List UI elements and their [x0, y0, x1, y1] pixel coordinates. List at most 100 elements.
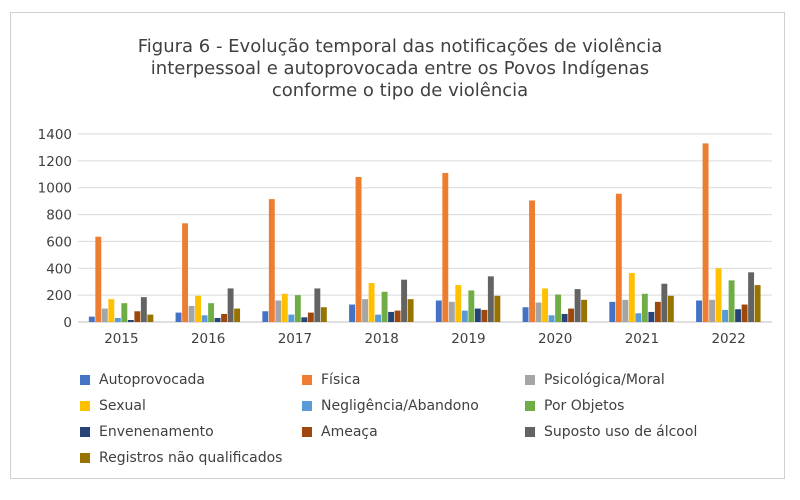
bar — [487, 276, 494, 322]
bar — [709, 299, 716, 322]
bar — [175, 312, 182, 322]
bar — [401, 279, 408, 322]
x-tick-label: 2015 — [104, 331, 138, 347]
legend-label: Sexual — [99, 398, 146, 414]
bar — [388, 311, 395, 322]
bar — [581, 299, 588, 322]
bar — [435, 300, 442, 322]
bar — [615, 193, 622, 322]
bar — [314, 288, 321, 322]
bar — [262, 311, 269, 322]
bar — [448, 301, 455, 322]
bar — [121, 303, 128, 322]
bar — [654, 301, 661, 322]
bar — [461, 310, 468, 322]
bar — [208, 303, 215, 322]
bar — [381, 291, 388, 322]
bar — [234, 308, 241, 322]
bar — [394, 310, 401, 322]
legend-label: Registros não qualificados — [99, 450, 283, 466]
bar — [715, 268, 722, 322]
bar — [221, 313, 228, 322]
bar — [195, 295, 202, 322]
bar — [535, 302, 542, 322]
bar — [288, 314, 295, 322]
bar — [407, 299, 414, 322]
bar — [281, 293, 288, 322]
bar — [748, 272, 755, 322]
bar — [88, 316, 95, 322]
bar — [661, 283, 668, 322]
bar — [481, 309, 488, 322]
bar — [754, 285, 761, 322]
bar — [568, 308, 575, 322]
bar — [455, 285, 462, 322]
bar — [474, 308, 481, 322]
bar — [368, 283, 375, 322]
bar — [542, 288, 549, 322]
bar — [140, 297, 147, 322]
bar — [696, 300, 702, 322]
bar — [529, 200, 536, 322]
bar — [362, 299, 369, 322]
legend-swatch — [80, 375, 90, 385]
legend-item: Autoprovocada — [80, 372, 205, 388]
x-tick-label: 2016 — [191, 331, 225, 347]
bar — [188, 305, 195, 322]
legend-label: Física — [321, 372, 361, 388]
legend-label: Por Objetos — [544, 398, 625, 414]
bar — [641, 293, 648, 322]
bar — [648, 311, 655, 322]
bar — [555, 294, 562, 322]
legend-swatch — [80, 401, 90, 411]
bar — [307, 312, 314, 322]
legend-item: Registros não qualificados — [80, 450, 282, 466]
bar — [294, 295, 301, 322]
bar — [741, 304, 748, 322]
bar — [728, 280, 735, 322]
bar — [147, 314, 154, 322]
bar — [635, 313, 642, 322]
bar — [574, 289, 581, 322]
y-tick-label: 400 — [46, 261, 72, 277]
y-tick-label: 200 — [46, 288, 72, 304]
bar — [442, 172, 449, 322]
bar — [134, 311, 141, 322]
x-tick-label: 2018 — [364, 331, 398, 347]
bar — [375, 314, 382, 322]
legend-item: Suposto uso de álcool — [525, 424, 697, 440]
legend-label: Suposto uso de álcool — [544, 424, 698, 440]
legend-swatch — [525, 375, 535, 385]
legend-swatch — [302, 375, 312, 385]
legend-swatch — [80, 427, 90, 437]
legend-item: Negligência/Abandono — [302, 398, 479, 414]
legend-item: Envenenamento — [80, 424, 214, 440]
x-tick-label: 2017 — [278, 331, 312, 347]
legend-item: Sexual — [80, 398, 146, 414]
chart-title: Figura 6 - Evolução temporal das notific… — [137, 36, 663, 101]
legend-label: Psicológica/Moral — [544, 372, 665, 388]
legend-swatch — [525, 401, 535, 411]
legend-label: Ameaça — [321, 424, 378, 440]
bar — [468, 290, 475, 322]
y-tick-label: 1200 — [38, 154, 72, 170]
x-tick-label: 2021 — [625, 331, 659, 347]
bar — [320, 307, 327, 322]
bar — [268, 199, 275, 322]
legend-label: Autoprovocada — [99, 372, 205, 388]
bar — [95, 236, 102, 322]
bar — [114, 317, 121, 322]
bar — [127, 319, 134, 322]
bar — [101, 308, 108, 322]
legend-swatch — [80, 453, 90, 463]
bar — [735, 309, 742, 322]
x-tick-label: 2019 — [451, 331, 485, 347]
bar — [667, 295, 674, 322]
legend-item: Psicológica/Moral — [525, 372, 665, 388]
chart-frame — [10, 12, 785, 479]
x-tick-label: 2020 — [538, 331, 572, 347]
legend-swatch — [302, 427, 312, 437]
legend-item: Por Objetos — [525, 398, 624, 414]
y-tick-label: 1000 — [38, 181, 72, 197]
